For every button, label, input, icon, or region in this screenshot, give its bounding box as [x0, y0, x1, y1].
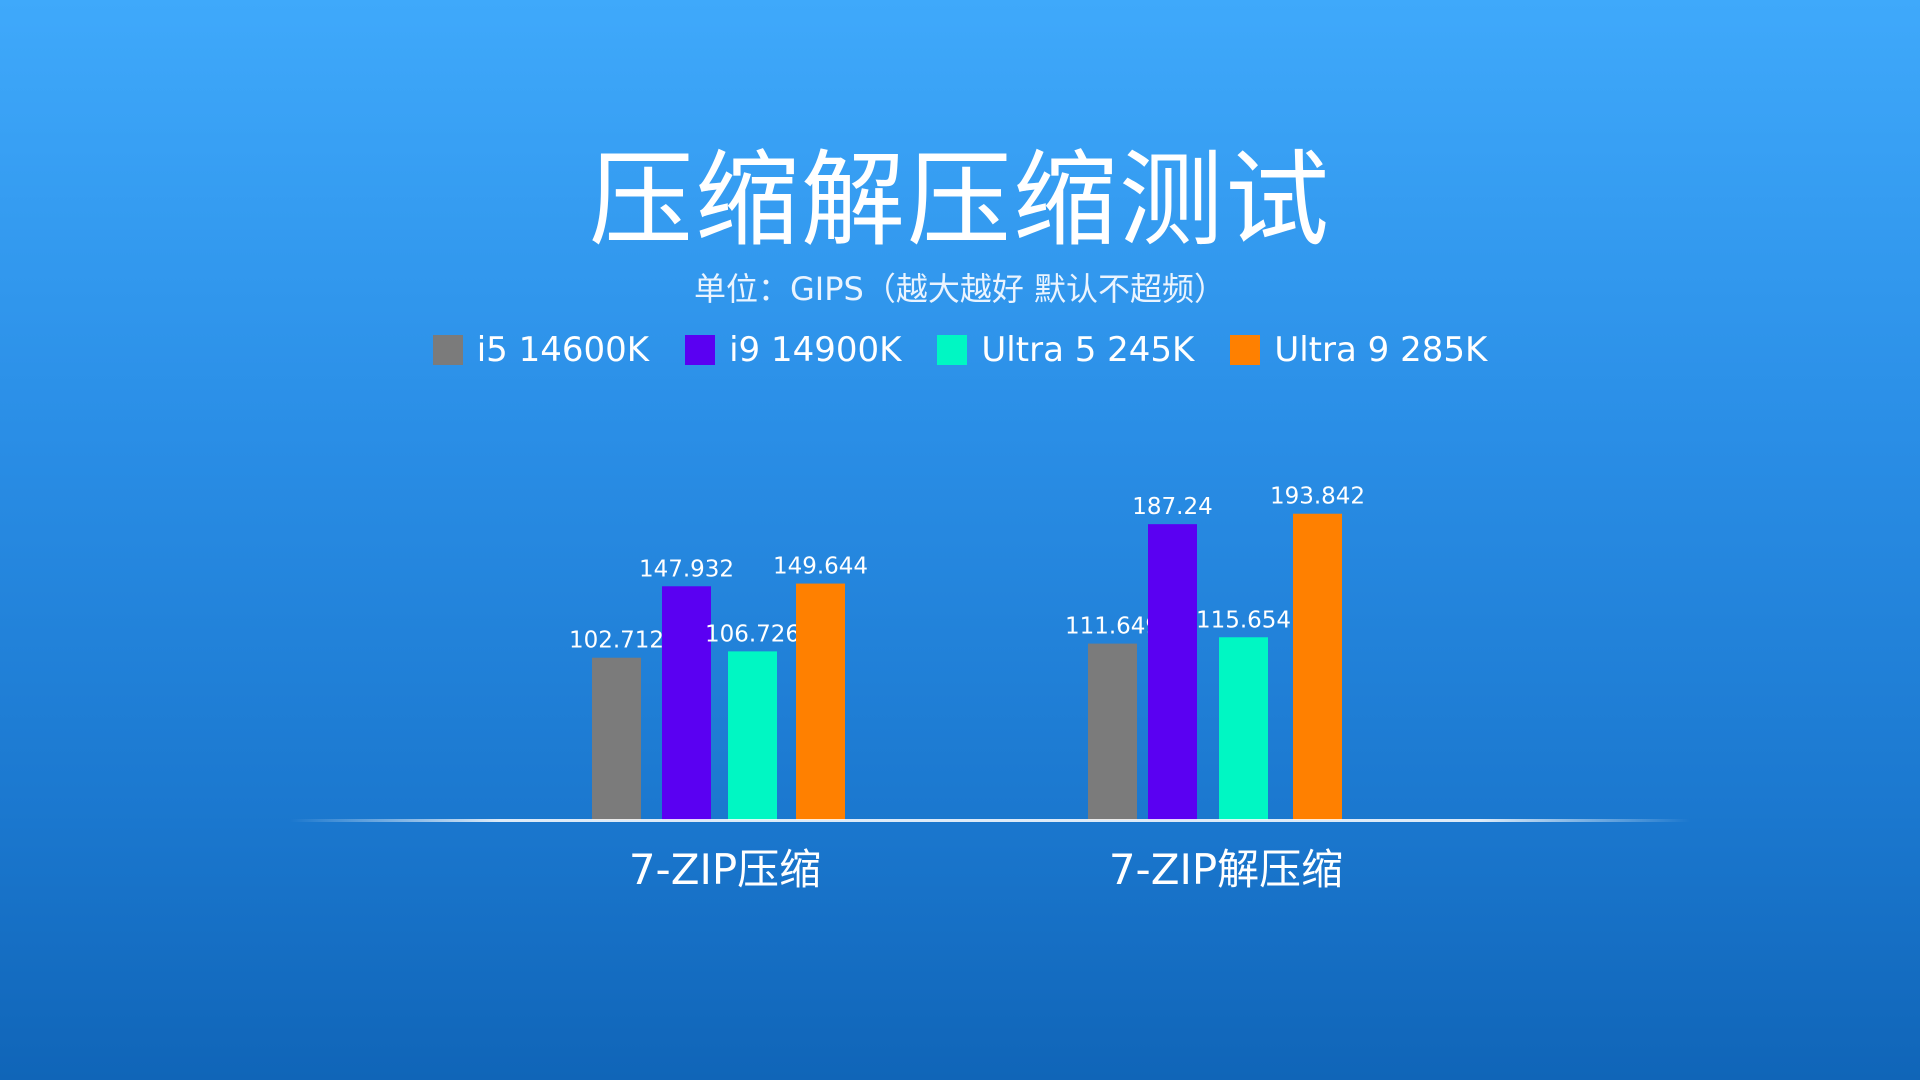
- legend-swatch-ultra9-285k: [1230, 335, 1261, 365]
- x-axis-baseline: [290, 819, 1690, 822]
- legend-swatch-i9-14900k: [685, 335, 716, 365]
- bar-value-label-0-1: 147.932: [639, 556, 734, 582]
- chart-title: 压缩解压缩测试: [588, 139, 1331, 261]
- bar-value-label-1-2: 115.654: [1196, 607, 1291, 633]
- bar-value-label-1-0: 111.649: [1065, 614, 1160, 640]
- bar-0-1: [662, 586, 711, 820]
- bar-0-2: [728, 651, 777, 820]
- bar-value-label-0-2: 106.726: [705, 621, 800, 647]
- legend-swatch-i5-14600k: [432, 335, 463, 365]
- legend: i5 14600K i9 14900K Ultra 5 245K Ultra 9…: [0, 328, 1920, 372]
- category-label-1: 7-ZIP解压缩: [1109, 845, 1343, 894]
- legend-item-ultra9-285k: Ultra 9 285K: [1230, 328, 1487, 372]
- legend-label-ultra5-245k: Ultra 5 245K: [981, 330, 1195, 370]
- bar-1-2: [1219, 637, 1268, 820]
- legend-swatch-ultra5-245k: [937, 335, 968, 365]
- legend-item-ultra5-245k: Ultra 5 245K: [937, 328, 1194, 372]
- bar-0-0: [592, 657, 641, 820]
- bar-1-1: [1148, 524, 1197, 820]
- bars-layer: 102.712 147.932 106.726 149.644 111.649 187.2…: [569, 484, 1365, 820]
- legend-item-i5-14600k: i5 14600K: [432, 328, 650, 372]
- bar-value-label-0-0: 102.712: [569, 628, 664, 654]
- category-label-0: 7-ZIP压缩: [629, 845, 821, 894]
- category-labels: 7-ZIP压缩 7-ZIP解压缩: [629, 845, 1343, 894]
- bar-1-3: [1293, 513, 1342, 820]
- legend-item-i9-14900k: i9 14900K: [685, 328, 901, 372]
- legend-label-ultra9-285k: Ultra 9 285K: [1274, 330, 1488, 370]
- bar-value-label-1-1: 187.24: [1132, 494, 1212, 520]
- legend-label-i9-14900k: i9 14900K: [729, 330, 902, 370]
- bar-0-3: [796, 583, 845, 820]
- bar-1-0: [1088, 643, 1137, 820]
- legend-label-i5-14600k: i5 14600K: [476, 330, 650, 370]
- bar-value-label-0-3: 149.644: [773, 554, 868, 580]
- bar-value-label-1-3: 193.842: [1270, 484, 1365, 510]
- chart-subtitle: 单位：GIPS（越大越好 默认不超频）: [693, 270, 1227, 308]
